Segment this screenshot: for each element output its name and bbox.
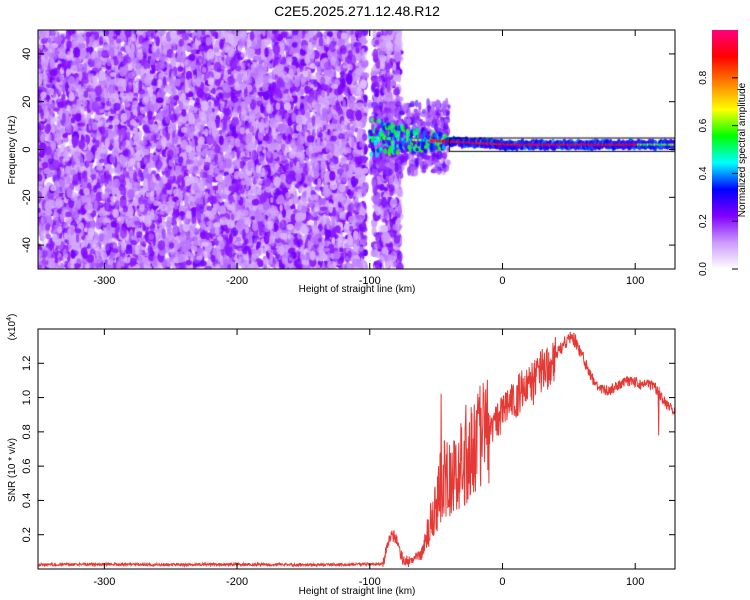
colorbar: [712, 30, 738, 269]
snr-scale-close: ): [7, 314, 18, 317]
snr-ylabel: SNR (10 * v/v): [7, 438, 18, 502]
snr-xtick-label: -100: [359, 576, 381, 588]
colorbar-tick-label: 0.0: [698, 262, 709, 276]
snr-ytick-label: 0.6: [21, 458, 33, 473]
snr-ytick-label: 0.8: [21, 424, 33, 439]
heatmap-frame: [37, 29, 676, 270]
snr-ytick-label: 0.2: [21, 527, 33, 542]
colorbar-tick-label: 0.8: [698, 70, 709, 84]
heatmap-xtick-label: -200: [226, 275, 248, 287]
heatmap-xtick-label: -100: [359, 275, 381, 287]
snr-xtick-label: -200: [226, 576, 248, 588]
snr-xtick-label: -300: [93, 576, 115, 588]
snr-ytick-label: 1.0: [21, 390, 33, 405]
spectrogram-heatmap: [38, 30, 675, 269]
snr-ytick-label: 1.2: [21, 356, 33, 371]
snr-xlabel: Height of straight line (km): [299, 586, 416, 597]
heatmap-xtick-label: 0: [499, 275, 505, 287]
snr-scale-label: (x104): [6, 314, 18, 341]
heatmap-ytick-label: 40: [21, 48, 33, 60]
heatmap-xtick-label: -300: [93, 275, 115, 287]
snr-series-line: [38, 331, 675, 568]
colorbar-tick-label: 0.4: [698, 166, 709, 180]
heatmap-ylabel: Frequency (Hz): [7, 116, 18, 185]
heatmap-ytick-label: -20: [21, 189, 33, 205]
snr-scale-exponent: 4: [6, 317, 13, 321]
colorbar-tick-label: 0.6: [698, 118, 709, 132]
snr-frame: [37, 328, 676, 570]
figure-title: C2E5.2025.271.12.48.R12: [274, 3, 440, 19]
snr-xtick-label: 0: [499, 576, 505, 588]
heatmap-ytick-label: 20: [21, 96, 33, 108]
heatmap-xtick-label: 100: [626, 275, 644, 287]
heatmap-xlabel: Height of straight line (km): [299, 284, 416, 295]
colorbar-tick-label: 0.2: [698, 214, 709, 228]
heatmap-ytick-label: -40: [21, 237, 33, 253]
heatmap-ytick-label: 0: [21, 146, 33, 152]
snr-scale-base: (x10: [7, 320, 18, 340]
colorbar-label: Normalized spectral amplitude: [737, 82, 748, 217]
snr-xtick-label: 100: [626, 576, 644, 588]
snr-ytick-label: 0.4: [21, 493, 33, 508]
